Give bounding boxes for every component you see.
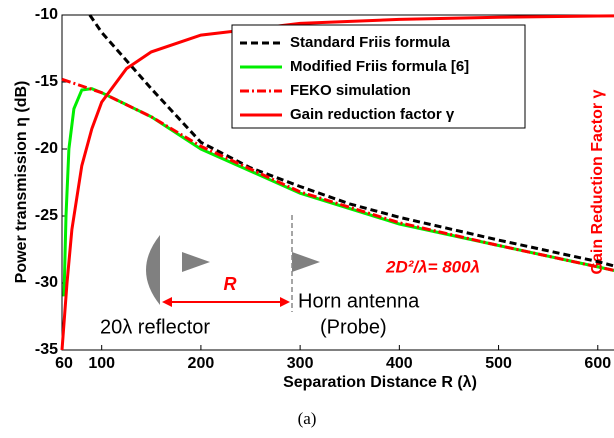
y-tick-label: -15 <box>35 73 58 90</box>
series-line <box>88 14 614 268</box>
series-line <box>61 77 614 272</box>
horn-shape <box>292 252 320 272</box>
legend-label: Gain reduction factor γ <box>290 106 455 123</box>
series-line <box>60 14 614 351</box>
y-tick-label: -25 <box>35 207 58 224</box>
annotation: 20λ reflector <box>100 316 210 338</box>
legend-label: Modified Friis formula [6] <box>290 58 469 75</box>
y2-axis-label: Gain Reduction Factor γ <box>589 89 606 274</box>
annotation: R <box>224 274 237 294</box>
annotation: 2D²/λ= 800λ <box>385 257 480 276</box>
x-tick-label: 100 <box>88 355 115 372</box>
plot-area <box>61 14 614 351</box>
x-tick-label: 600 <box>584 355 611 372</box>
annotation: Horn antenna <box>298 290 420 312</box>
y-tick-label: -10 <box>35 6 58 23</box>
x-tick-label: 400 <box>386 355 413 372</box>
legend-label: FEKO simulation <box>290 82 411 99</box>
x-axis-label: Separation Distance R (λ) <box>283 374 477 391</box>
caption: (a) <box>298 409 317 428</box>
y-tick-label: -35 <box>35 341 58 358</box>
x-tick-label: 300 <box>287 355 314 372</box>
legend-box <box>231 24 526 129</box>
annotation: (Probe) <box>320 316 387 338</box>
legend-label: Standard Friis formula <box>290 34 451 51</box>
x-tick-label: 500 <box>485 355 512 372</box>
y-tick-label: -30 <box>35 274 58 291</box>
y-axis-label: Power transmission η (dB) <box>13 81 30 284</box>
inset-diagram <box>146 215 320 312</box>
horn-shape <box>182 252 210 272</box>
x-tick-label: 60 <box>55 355 73 372</box>
reflector-shape <box>146 235 160 305</box>
x-tick-label: 200 <box>188 355 215 372</box>
y-tick-label: -20 <box>35 140 58 157</box>
